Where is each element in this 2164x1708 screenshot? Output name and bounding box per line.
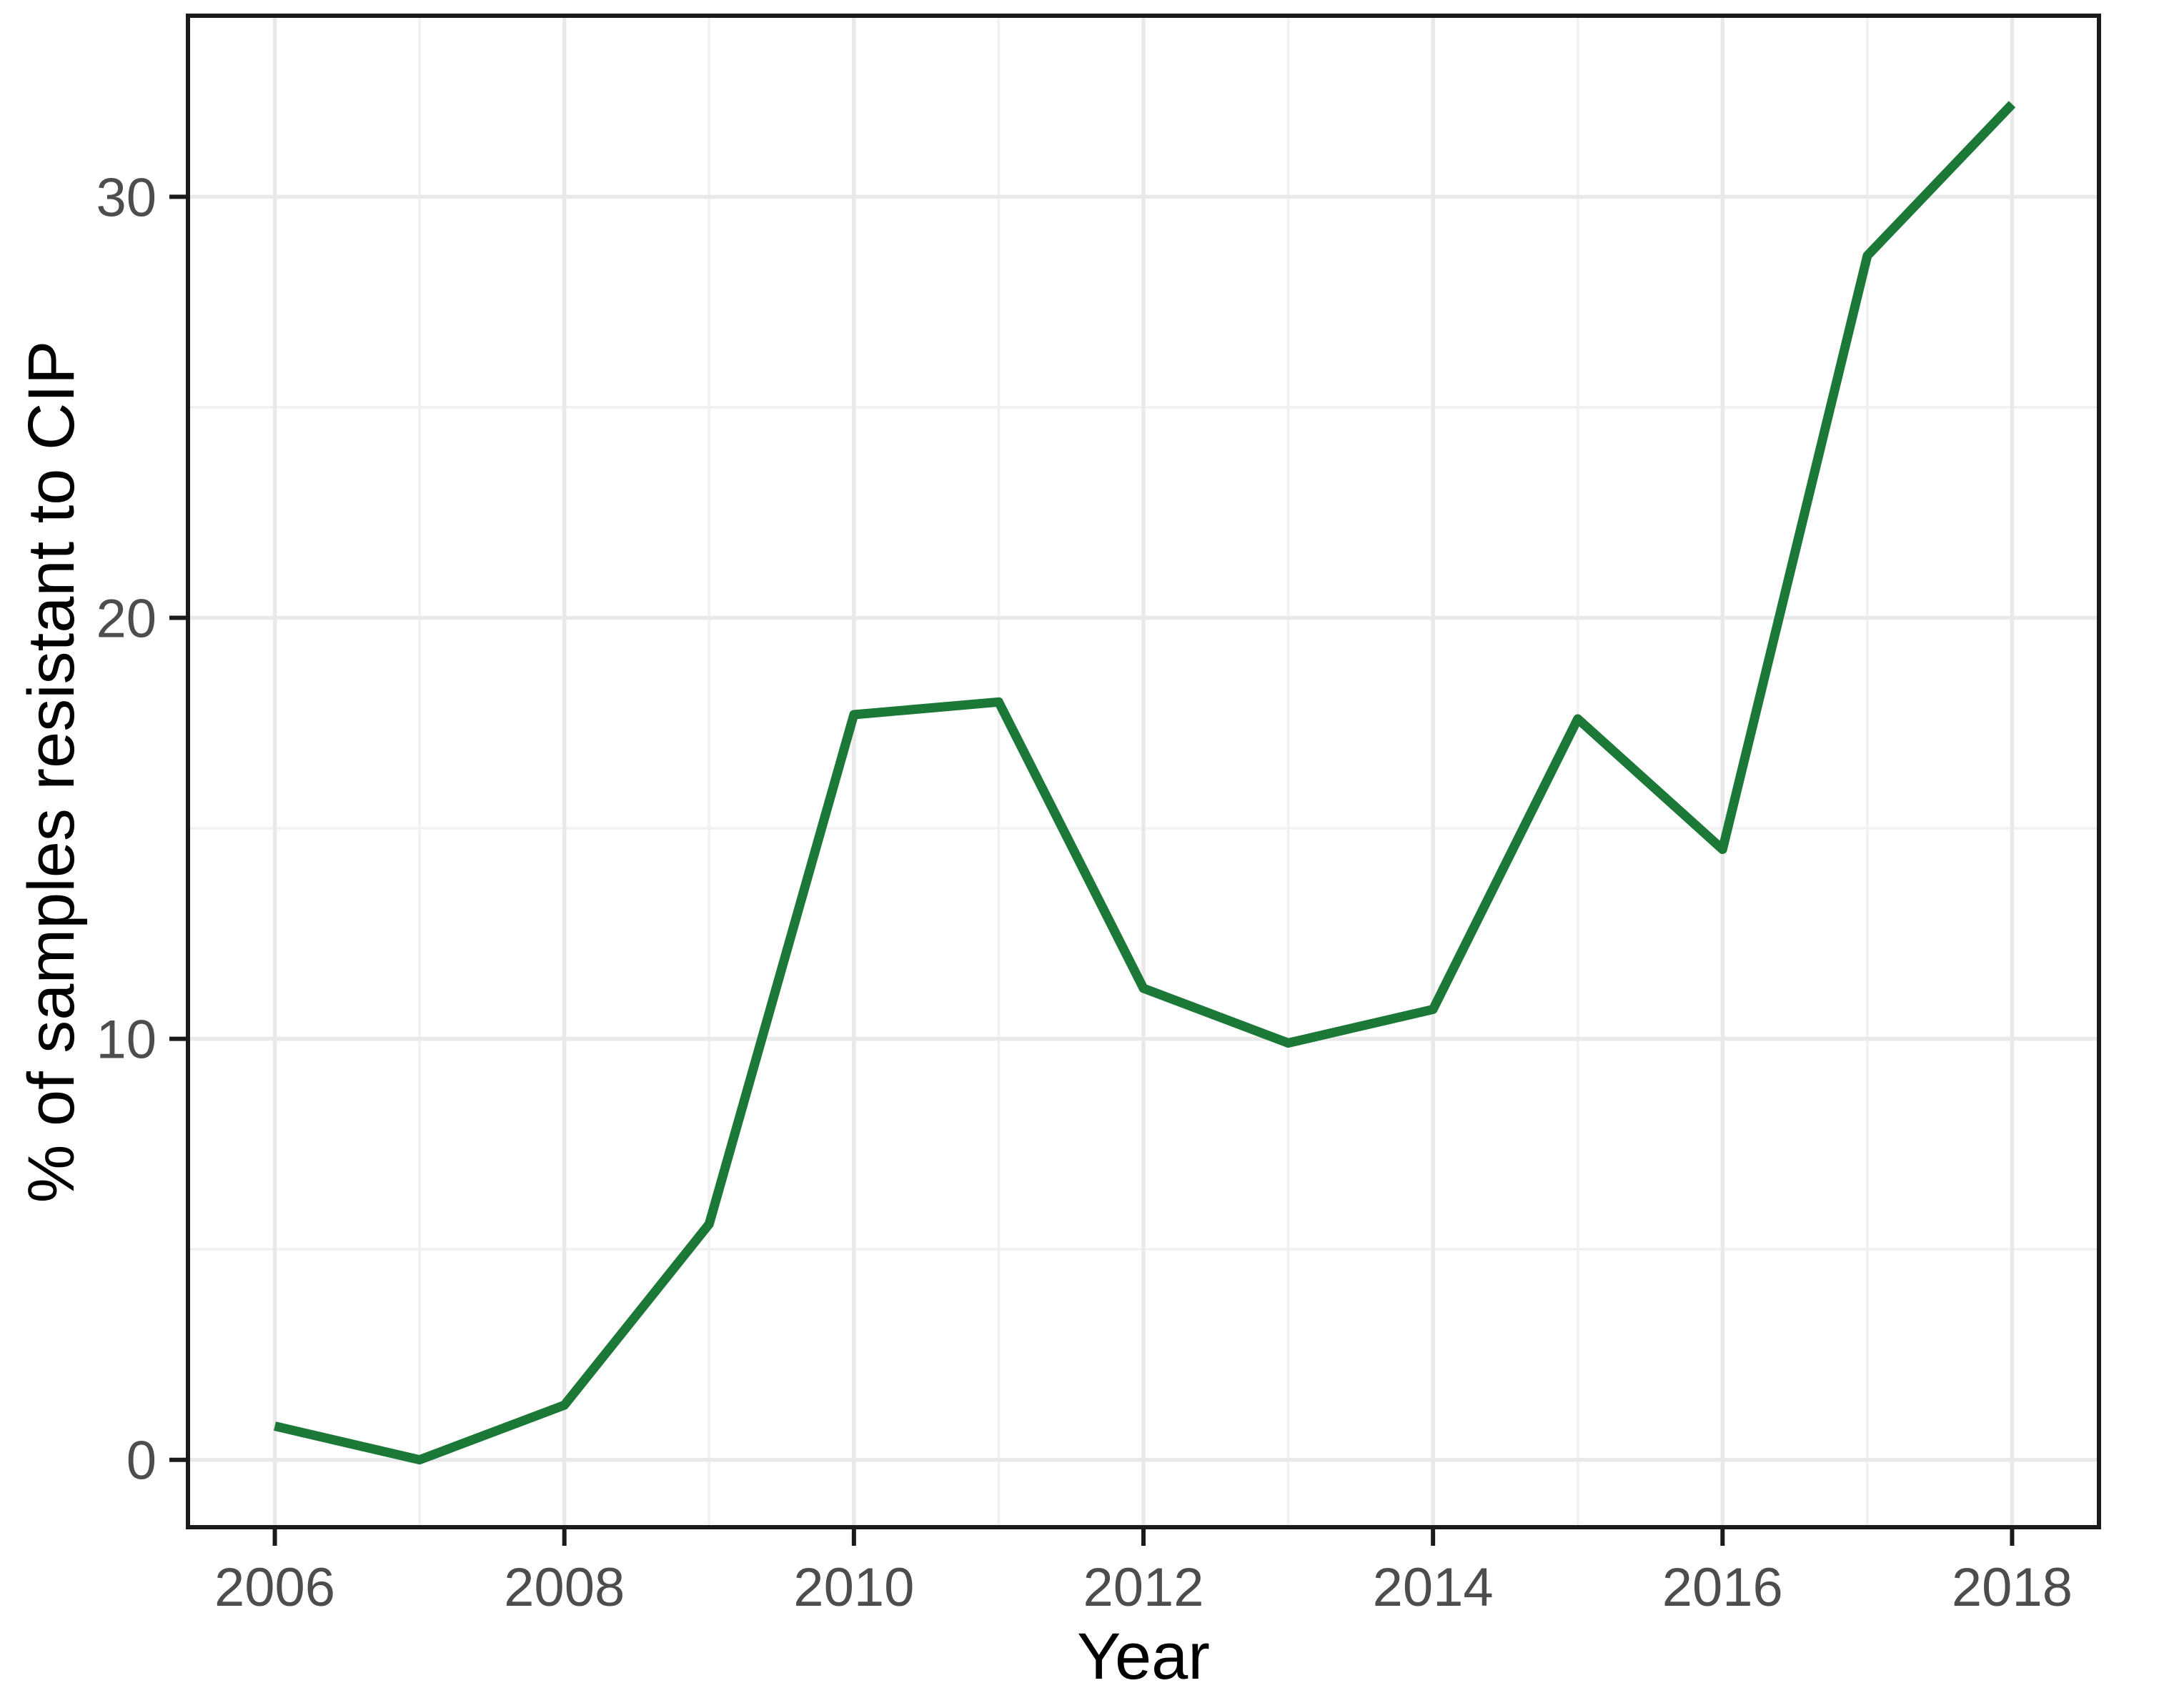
panel-border	[186, 14, 2101, 1529]
x-tick-label: 2014	[1373, 1557, 1494, 1618]
x-tick-label: 2008	[504, 1557, 625, 1618]
x-tick-label: 2006	[214, 1557, 335, 1618]
y-tick-label: 20	[96, 588, 157, 649]
y-tick-label: 10	[96, 1010, 157, 1071]
y-tick-label: 0	[126, 1431, 157, 1491]
x-tick-label: 2010	[793, 1557, 914, 1618]
y-axis-title: % of samples resistant to CIP	[15, 340, 88, 1203]
x-tick-label: 2012	[1083, 1557, 1203, 1618]
x-axis-title: Year	[1077, 1620, 1210, 1693]
x-tick-label: 2016	[1662, 1557, 1783, 1618]
x-tick-label: 2018	[1952, 1557, 2073, 1618]
data-line-cip-resistance	[274, 101, 2016, 1465]
y-tick-label: 30	[96, 167, 157, 228]
